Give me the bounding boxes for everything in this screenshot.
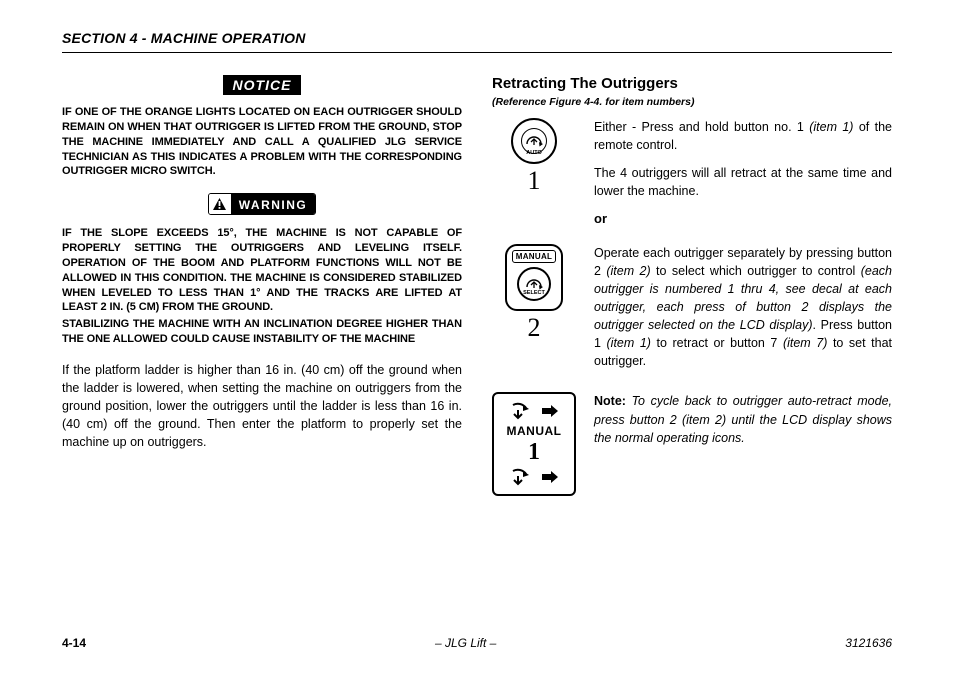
manual-page: SECTION 4 - MACHINE OPERATION NOTICE IF …	[0, 0, 954, 676]
outrigger-down-icon	[510, 402, 532, 420]
row-auto: AUTO 1 Either - Press and hold button no…	[492, 118, 892, 232]
warning-triangle-icon	[209, 194, 231, 214]
ladder-paragraph: If the platform ladder is higher than 16…	[62, 361, 462, 452]
lcd-row-bottom	[500, 468, 568, 486]
auto-button-icon: AUTO 1	[492, 118, 576, 232]
left-column: NOTICE IF ONE OF THE ORANGE LIGHTS LOCAT…	[62, 75, 462, 508]
note-lead: Note:	[594, 394, 626, 408]
footer-center: – JLG Lift –	[435, 636, 496, 650]
reference-line: (Reference Figure 4-4. for item numbers)	[492, 96, 892, 108]
auto-label: AUTO	[526, 150, 541, 156]
manual-ring-icon: SELECT	[517, 267, 551, 301]
warning-badge-wrap: WARNING	[62, 193, 462, 216]
lcd-number: 1	[528, 442, 540, 464]
row-lcd: MANUAL 1	[492, 392, 892, 496]
either-text-1: Either - Press and hold button no. 1	[594, 120, 809, 134]
sep-text-2: to select which outrigger to control	[651, 264, 861, 278]
either-paragraph: Either - Press and hold button no. 1 (it…	[594, 118, 892, 154]
manual-text: Operate each outrigger separately by pre…	[594, 244, 892, 381]
lcd-manual-label: MANUAL	[507, 424, 562, 438]
arrow-right-icon	[542, 405, 558, 417]
select-label: SELECT	[523, 290, 545, 296]
note-body: To cycle back to outrigger auto-retract …	[594, 394, 892, 444]
manual-panel-icon: MANUAL SELECT	[505, 244, 563, 311]
notice-badge: NOTICE	[223, 75, 302, 95]
lcd-icon-cell: MANUAL 1	[492, 392, 576, 496]
arrow-right-icon-2	[542, 471, 558, 483]
auto-circle-icon: AUTO	[511, 118, 557, 164]
lcd-panel-icon: MANUAL 1	[492, 392, 576, 496]
sep-item7: (item 7)	[783, 336, 827, 350]
note-paragraph: Note: To cycle back to outrigger auto-re…	[594, 392, 892, 446]
sep-item1: (item 1)	[607, 336, 651, 350]
outrigger-down-icon-2	[510, 468, 532, 486]
sep-text-4: to retract or button 7	[651, 336, 783, 350]
sep-item2a: (item 2)	[606, 264, 650, 278]
footer-page-number: 4-14	[62, 636, 86, 650]
select-arrow-icon	[525, 277, 543, 291]
footer-doc-number: 3121636	[845, 636, 892, 650]
row-manual: MANUAL SELECT 2	[492, 244, 892, 381]
manual-button-icon: MANUAL SELECT 2	[492, 244, 576, 381]
all4-paragraph: The 4 outriggers will all retract at the…	[594, 164, 892, 200]
retract-heading: Retracting The Outriggers	[492, 75, 892, 92]
page-footer: 4-14 – JLG Lift – 3121636	[62, 636, 892, 650]
warning-paragraph-2: STABILIZING THE MACHINE WITH AN INCLINAT…	[62, 317, 462, 347]
warning-paragraph-1: IF THE SLOPE EXCEEDS 15°, THE MACHINE IS…	[62, 226, 462, 315]
button-number-2: 2	[528, 313, 541, 343]
warning-badge: WARNING	[208, 193, 317, 215]
retract-arrow-icon	[525, 134, 543, 148]
button-number-1: 1	[528, 166, 541, 196]
or-label: or	[594, 211, 892, 226]
section-header: SECTION 4 - MACHINE OPERATION	[62, 30, 892, 53]
manual-top-label: MANUAL	[512, 250, 556, 263]
right-column: Retracting The Outriggers (Reference Fig…	[492, 75, 892, 508]
notice-text: IF ONE OF THE ORANGE LIGHTS LOCATED ON E…	[62, 105, 462, 179]
note-text: Note: To cycle back to outrigger auto-re…	[594, 392, 892, 496]
lcd-row-top	[500, 402, 568, 420]
notice-badge-wrap: NOTICE	[62, 75, 462, 95]
warning-text: IF THE SLOPE EXCEEDS 15°, THE MACHINE IS…	[62, 226, 462, 347]
either-item1: (item 1)	[809, 120, 853, 134]
warning-label: WARNING	[231, 194, 316, 214]
separate-paragraph: Operate each outrigger separately by pre…	[594, 244, 892, 371]
two-column-layout: NOTICE IF ONE OF THE ORANGE LIGHTS LOCAT…	[62, 75, 892, 508]
auto-text: Either - Press and hold button no. 1 (it…	[594, 118, 892, 232]
